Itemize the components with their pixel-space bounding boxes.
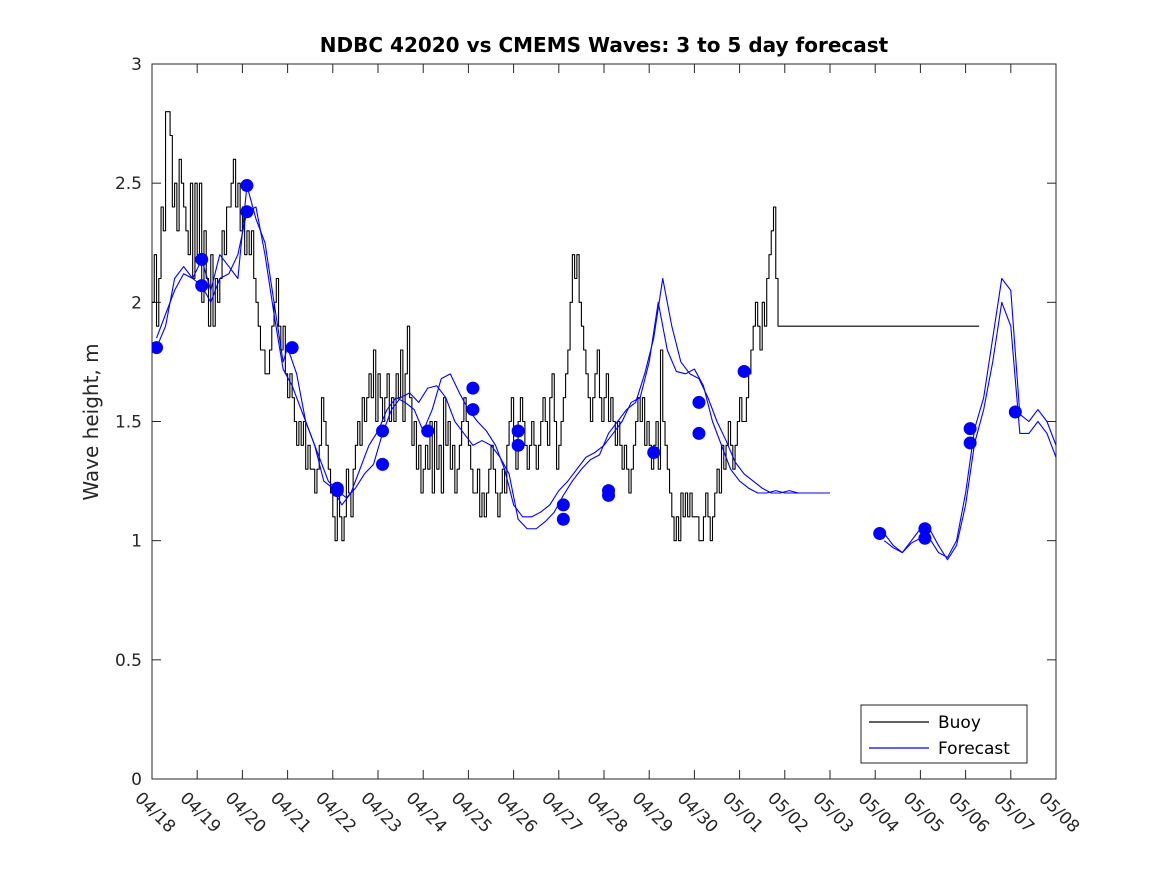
- chart-title: NDBC 42020 vs CMEMS Waves: 3 to 5 day fo…: [320, 33, 889, 57]
- forecast-line-2: [883, 277, 1056, 558]
- x-tick-label: 04/27: [537, 788, 586, 837]
- forecast-line-0: [156, 185, 830, 518]
- forecast-marker: [511, 424, 525, 438]
- y-tick-label: 3: [131, 55, 142, 75]
- legend-box: [860, 704, 1028, 764]
- forecast-marker: [963, 436, 977, 450]
- x-tick-label: 04/21: [266, 788, 315, 837]
- forecast-marker: [195, 252, 209, 266]
- forecast-marker: [285, 341, 299, 355]
- forecast-marker: [1008, 405, 1022, 419]
- x-tick-label: 04/24: [402, 788, 451, 837]
- y-tick-label: 0: [131, 770, 142, 790]
- forecast-marker: [556, 512, 570, 526]
- legend: Buoy Forecast: [860, 704, 1028, 764]
- x-tick-label: 04/26: [492, 788, 541, 837]
- y-axis-label: Wave height, m: [79, 343, 103, 500]
- forecast-marker: [737, 364, 751, 378]
- x-tick-label: 04/23: [356, 788, 405, 837]
- legend-label-forecast: Forecast: [938, 739, 1010, 759]
- forecast-marker: [963, 422, 977, 436]
- x-tick-label: 04/29: [628, 788, 677, 837]
- y-tick-label: 1: [131, 532, 142, 552]
- x-tick-label: 04/22: [311, 788, 360, 837]
- x-tick-label: 05/03: [808, 788, 857, 837]
- y-tick-label: 0.5: [115, 651, 142, 671]
- x-tick-label: 05/02: [763, 788, 812, 837]
- forecast-marker: [195, 279, 209, 293]
- x-tick-label: 04/20: [221, 788, 270, 837]
- forecast-marker: [330, 484, 344, 498]
- forecast-marker: [873, 527, 887, 541]
- x-tick-label: 05/04: [854, 788, 903, 837]
- forecast-marker: [240, 205, 254, 219]
- forecast-marker: [918, 522, 932, 536]
- y-tick-label: 2.5: [115, 174, 142, 194]
- x-tick-label: 05/01: [718, 788, 767, 837]
- forecast-marker: [647, 445, 661, 459]
- forecast-marker: [556, 498, 570, 512]
- x-tick-label: 05/05: [899, 788, 948, 837]
- series-group: [152, 111, 1056, 561]
- x-tick-label: 04/18: [130, 788, 179, 837]
- forecast-line-1: [156, 206, 826, 530]
- forecast-marker: [511, 438, 525, 452]
- x-tick-label: 05/08: [1034, 788, 1083, 837]
- forecast-marker: [692, 395, 706, 409]
- x-tick-label: 04/30: [673, 788, 722, 837]
- forecast-marker: [421, 424, 435, 438]
- y-tick-label: 1.5: [115, 413, 142, 433]
- forecast-line-3: [883, 301, 1056, 561]
- x-tick-label: 05/06: [944, 788, 993, 837]
- forecast-marker: [692, 426, 706, 440]
- forecast-marker: [152, 341, 164, 355]
- buoy-line-0: [152, 111, 980, 542]
- x-tick-label: 05/07: [989, 788, 1038, 837]
- legend-label-buoy: Buoy: [938, 713, 981, 733]
- forecast-marker: [240, 179, 254, 193]
- y-tick-label: 2: [131, 293, 142, 313]
- forecast-marker: [376, 457, 390, 471]
- x-tick-label: 04/25: [447, 788, 496, 837]
- forecast-marker: [466, 403, 480, 417]
- forecast-marker: [466, 381, 480, 395]
- x-tick-label: 04/19: [176, 788, 225, 837]
- x-tick-label: 04/28: [582, 788, 631, 837]
- forecast-marker: [918, 531, 932, 545]
- forecast-marker: [376, 424, 390, 438]
- forecast-marker: [602, 488, 616, 502]
